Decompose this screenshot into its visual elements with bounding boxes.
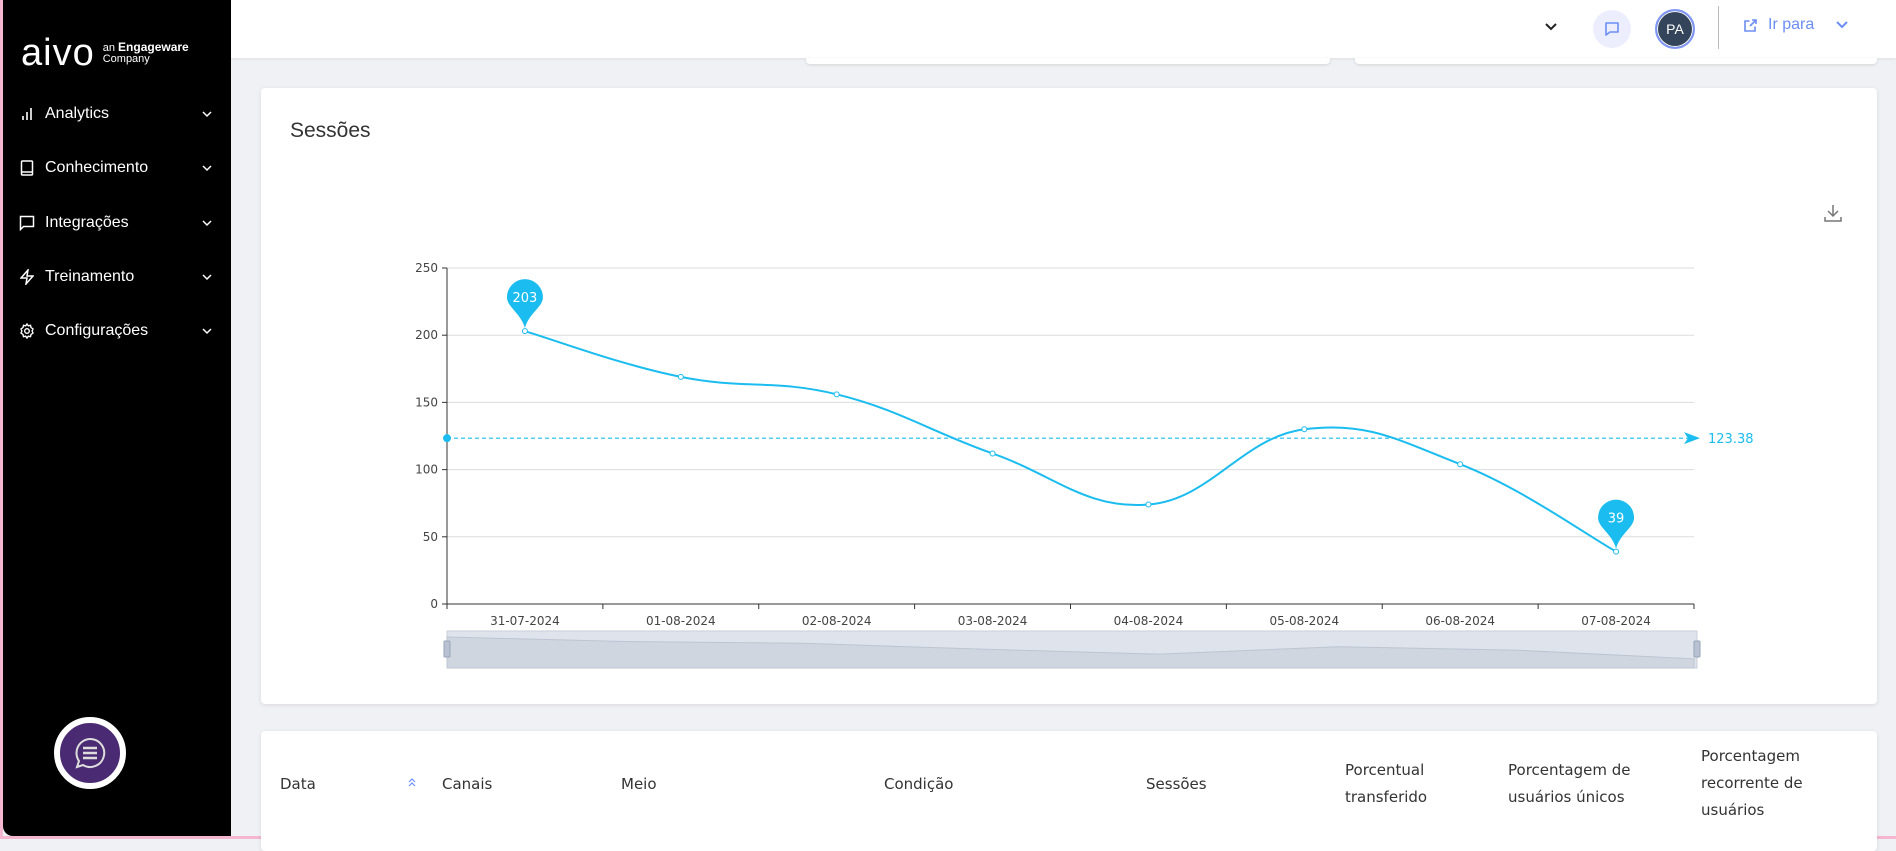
column-header-condicao[interactable]: Condição xyxy=(884,775,954,793)
goto-menu-button[interactable]: Ir para xyxy=(1743,16,1850,34)
sidebar-item-conhecimento[interactable]: Conhecimento xyxy=(3,148,231,188)
logo-tagline: an Engageware Company xyxy=(102,39,189,65)
chevron-down-icon xyxy=(201,324,213,338)
x-tick-label: 05-08-2024 xyxy=(1269,614,1339,628)
chevron-down-icon xyxy=(201,270,213,284)
chat-bubble-icon xyxy=(75,737,106,769)
series-line xyxy=(524,330,1617,553)
chevron-down-icon xyxy=(201,216,213,230)
chevron-down-icon xyxy=(201,107,213,121)
data-point xyxy=(521,328,528,335)
top-bar: PA Ir para xyxy=(231,0,1896,58)
x-tick-label: 31-07-2024 xyxy=(490,614,560,628)
column-header-sessoes[interactable]: Sessões xyxy=(1146,775,1207,793)
sessions-table: Data Canais Meio Condição Sessões Porcen… xyxy=(261,731,1877,851)
sort-ascending-icon[interactable] xyxy=(407,776,417,795)
zoom-slider-preview xyxy=(446,636,1695,669)
chevron-down-icon xyxy=(1545,23,1557,31)
y-tick-label: 50 xyxy=(423,530,438,544)
x-tick-label: 04-08-2024 xyxy=(1114,614,1184,628)
sidebar-item-label: Treinamento xyxy=(45,268,135,285)
data-point xyxy=(1145,501,1152,508)
topbar-divider xyxy=(1718,6,1719,49)
sidebar-item-label: Analytics xyxy=(45,105,110,122)
logo-mark: aivo xyxy=(21,32,95,74)
sidebar-item-analytics[interactable]: Analytics xyxy=(3,94,231,134)
messages-button[interactable] xyxy=(1593,10,1631,48)
sidebar-item-label: Configurações xyxy=(45,322,149,339)
sidebar-item-treinamento[interactable]: Treinamento xyxy=(3,257,231,297)
mean-line-arrow xyxy=(1684,432,1700,445)
message-square-icon xyxy=(18,214,36,232)
chevron-down-icon xyxy=(1836,21,1848,29)
sessions-line-chart: 0 50 100 150 200 250 31-07-2024 01-08-2024 02-08… xyxy=(415,261,1754,669)
column-header-porcentual-transferido[interactable]: Porcentual transferido xyxy=(1345,761,1428,806)
x-tick-label: 07-08-2024 xyxy=(1581,614,1651,628)
zoom-slider-handle-left[interactable] xyxy=(443,640,451,658)
y-tick-label: 0 xyxy=(430,597,438,611)
column-header-data[interactable]: Data xyxy=(280,775,316,793)
sidebar-item-configuracoes[interactable]: Configurações xyxy=(3,311,231,351)
card-fragment xyxy=(1355,58,1877,64)
x-tick-label: 02-08-2024 xyxy=(802,614,872,628)
x-tick-label: 01-08-2024 xyxy=(646,614,716,628)
column-header-canais[interactable]: Canais xyxy=(442,775,493,793)
data-point xyxy=(677,373,684,380)
max-marker-label: 203 xyxy=(513,291,538,306)
min-marker-pin xyxy=(1598,499,1635,549)
x-tick-label: 06-08-2024 xyxy=(1425,614,1495,628)
external-link-icon xyxy=(1744,18,1757,32)
sidebar-item-integracoes[interactable]: Integrações xyxy=(3,203,231,243)
chat-support-button[interactable] xyxy=(54,717,126,789)
download-icon xyxy=(1824,205,1842,222)
goto-label: Ir para xyxy=(1768,16,1815,33)
sessions-chart-card: Sessões 0 50 100 150 200 250 31-07-2024 01-08-2… xyxy=(261,88,1877,704)
min-marker-label: 39 xyxy=(1608,512,1625,527)
data-point xyxy=(833,391,840,398)
y-tick-label: 100 xyxy=(415,463,438,477)
data-point xyxy=(989,450,996,457)
gear-icon xyxy=(18,322,36,340)
data-point xyxy=(1457,461,1464,468)
data-point xyxy=(1301,426,1308,433)
y-tick-label: 150 xyxy=(415,395,438,409)
aivo-logo[interactable]: aivo an Engageware Company xyxy=(21,34,189,72)
lightning-icon xyxy=(18,268,36,286)
message-icon xyxy=(1605,22,1619,36)
sidebar-item-label: Conhecimento xyxy=(45,159,149,176)
y-tick-label: 250 xyxy=(415,261,438,275)
card-fragment xyxy=(806,58,1330,64)
download-button[interactable] xyxy=(1823,203,1843,228)
max-marker-pin xyxy=(506,279,543,329)
sidebar-item-label: Integrações xyxy=(45,214,129,231)
sidebar: aivo an Engageware Company Analytics Conh… xyxy=(3,0,231,836)
avatar[interactable]: PA xyxy=(1655,9,1695,49)
bar-chart-icon xyxy=(18,105,36,123)
book-icon xyxy=(18,159,36,177)
column-header-meio[interactable]: Meio xyxy=(621,775,657,793)
chart-title: Sessões xyxy=(290,119,371,142)
x-tick-label: 03-08-2024 xyxy=(958,614,1028,628)
mean-line-start xyxy=(443,434,451,443)
chevron-down-icon xyxy=(201,161,213,175)
account-dropdown-toggle[interactable] xyxy=(1543,20,1559,38)
data-point xyxy=(1613,548,1620,555)
avatar-initials: PA xyxy=(1666,21,1684,37)
mean-line-label: 123.38 xyxy=(1708,432,1754,447)
column-header-usuarios-unicos[interactable]: Porcentagem de usuários únicos xyxy=(1508,761,1631,806)
zoom-slider-handle-right[interactable] xyxy=(1693,640,1701,658)
column-header-usuarios-recorrentes[interactable]: Porcentagem recorrente de usuários xyxy=(1701,747,1803,819)
y-tick-label: 200 xyxy=(415,328,438,342)
